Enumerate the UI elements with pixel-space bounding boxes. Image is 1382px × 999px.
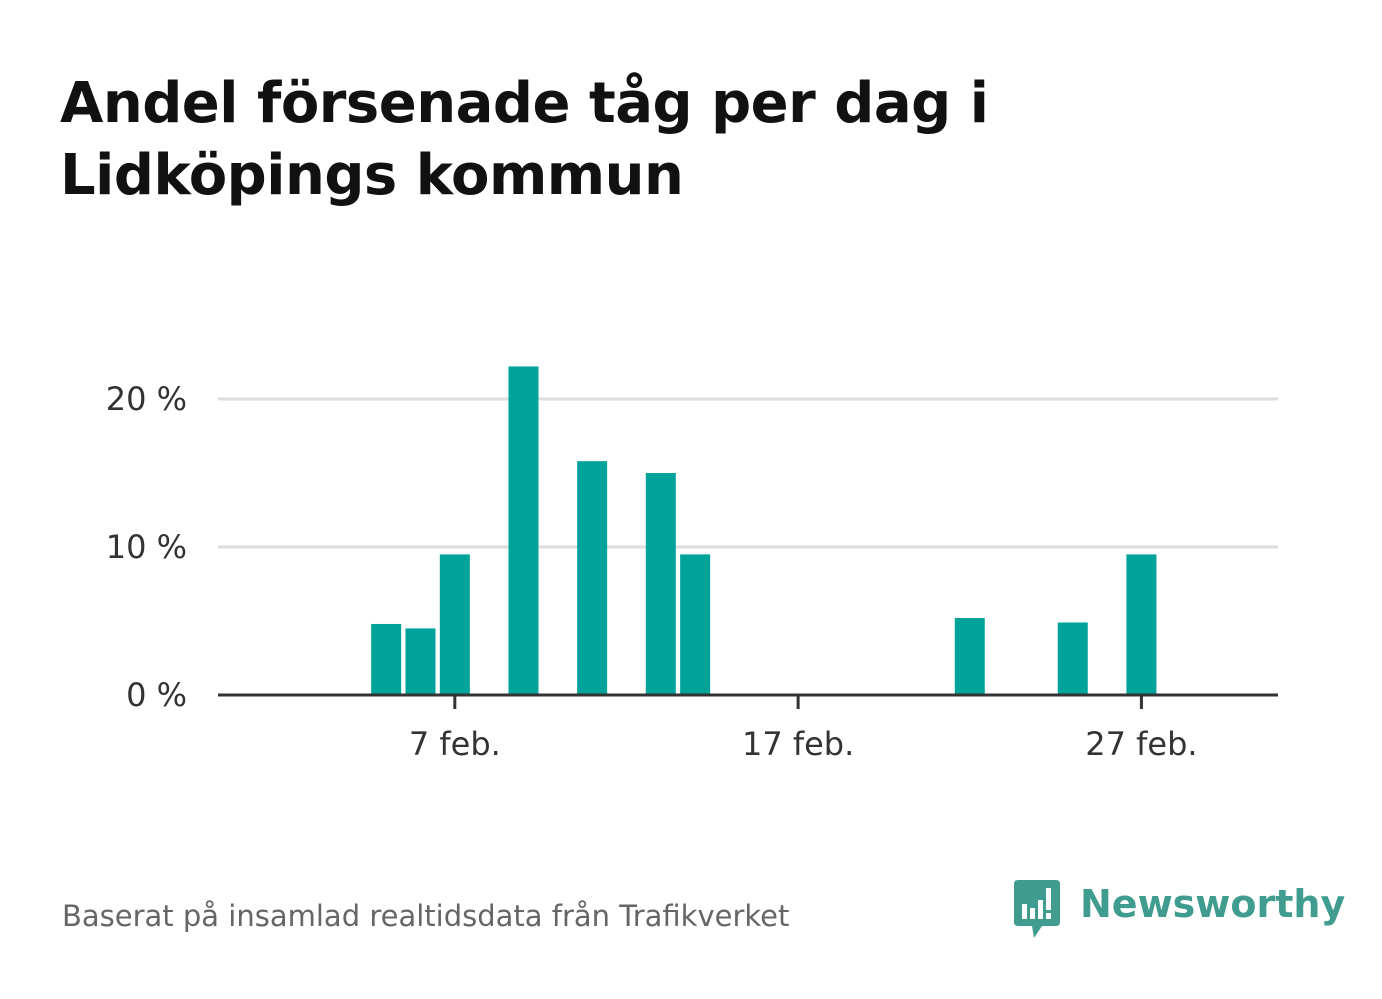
bar	[954, 618, 985, 695]
gridlines	[218, 397, 1278, 549]
y-tick-label: 10 %	[106, 528, 187, 566]
bars	[371, 366, 1157, 695]
y-tick-label: 20 %	[106, 380, 187, 418]
source-note: Baserat på insamlad realtidsdata från Tr…	[62, 899, 790, 933]
bar	[508, 366, 539, 695]
y-tick-label: 0 %	[126, 676, 187, 714]
newsworthy-logo-text: Newsworthy	[1080, 882, 1346, 926]
chart-title-line-2: Lidköpings kommun	[60, 143, 684, 208]
bar	[1126, 554, 1157, 695]
bar	[680, 554, 711, 695]
bar	[439, 554, 470, 695]
bar	[371, 623, 402, 695]
bar	[577, 461, 608, 695]
chart-title: Andel försenade tåg per dag i Lidköpings…	[60, 68, 1160, 212]
x-tick-label: 7 feb.	[409, 725, 501, 763]
chart-title-line-1: Andel försenade tåg per dag i	[60, 71, 989, 136]
bar	[645, 473, 676, 695]
newsworthy-logo: Newsworthy	[1012, 880, 1345, 942]
bar	[1057, 622, 1088, 695]
x-tick-label: 27 feb.	[1085, 725, 1197, 763]
bar	[405, 628, 436, 695]
x-tick-label: 17 feb.	[742, 725, 854, 763]
axes: 0 % 10 % 20 % 7 feb. 17 feb. 27 feb.	[106, 380, 1278, 763]
newsworthy-logo-icon	[1014, 880, 1060, 938]
